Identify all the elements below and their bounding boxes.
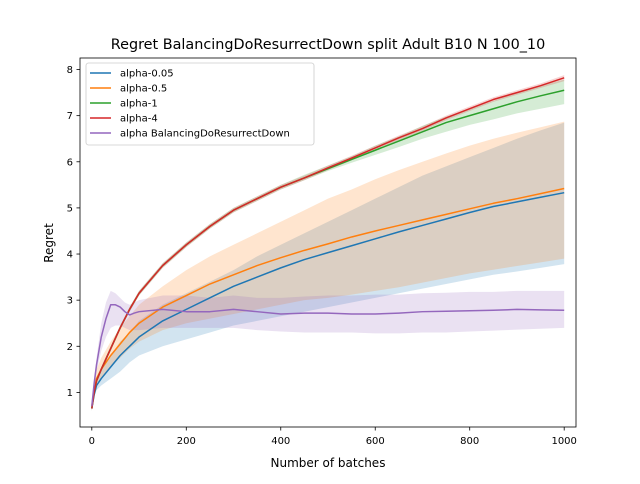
legend: alpha-0.05 alpha-0.5 alpha-1 alpha-4 alpha B… bbox=[85, 62, 315, 146]
y-tick-label: 7 bbox=[67, 111, 73, 122]
series-lines bbox=[91, 77, 565, 409]
legend-label-alpha-balancingdoresurrectdown: alpha BalancingDoResurrectDown bbox=[120, 129, 290, 140]
legend-label-alpha-0-05: alpha-0.05 bbox=[120, 69, 174, 80]
band-alpha-balancingdoresurrectdown bbox=[91, 290, 565, 409]
series-line-alpha-0-5 bbox=[91, 187, 565, 407]
y-tick-label: 8 bbox=[67, 65, 73, 76]
x-tick-label: 1000 bbox=[551, 436, 576, 447]
x-tick-label: 400 bbox=[271, 436, 290, 447]
series-line-alpha-4 bbox=[91, 77, 565, 409]
y-tick-label: 3 bbox=[67, 296, 73, 307]
y-tick-label: 1 bbox=[67, 388, 73, 399]
band-alpha-4 bbox=[91, 75, 565, 411]
x-tick-label: 600 bbox=[366, 436, 385, 447]
x-tick-label: 200 bbox=[177, 436, 196, 447]
x-tick-label: 0 bbox=[89, 436, 95, 447]
legend-label-alpha-1: alpha-1 bbox=[120, 99, 158, 110]
y-tick-label: 4 bbox=[67, 250, 73, 261]
series-line-alpha-balancingdoresurrectdown bbox=[91, 304, 565, 407]
y-tick-label: 5 bbox=[67, 203, 73, 214]
y-axis-label: Regret bbox=[42, 223, 56, 263]
series-line-alpha-0-05 bbox=[91, 191, 565, 409]
x-axis-label: Number of batches bbox=[271, 456, 386, 470]
band-alpha-0-5 bbox=[91, 121, 565, 409]
y-tick-label: 2 bbox=[67, 342, 73, 353]
legend-label-alpha-4: alpha-4 bbox=[120, 114, 158, 125]
axes: 0 200 400 600 800 1000 1 2 3 4 5 6 7 8 bbox=[67, 57, 577, 447]
y-tick-label: 6 bbox=[67, 157, 73, 168]
legend-label-alpha-0-5: alpha-0.5 bbox=[120, 84, 167, 95]
x-tick-label: 800 bbox=[460, 436, 479, 447]
band-alpha-0-05 bbox=[91, 122, 565, 411]
chart-title: Regret BalancingDoResurrectDown split Ad… bbox=[111, 37, 546, 53]
legend-box bbox=[85, 62, 315, 146]
plot-frame bbox=[79, 57, 577, 428]
